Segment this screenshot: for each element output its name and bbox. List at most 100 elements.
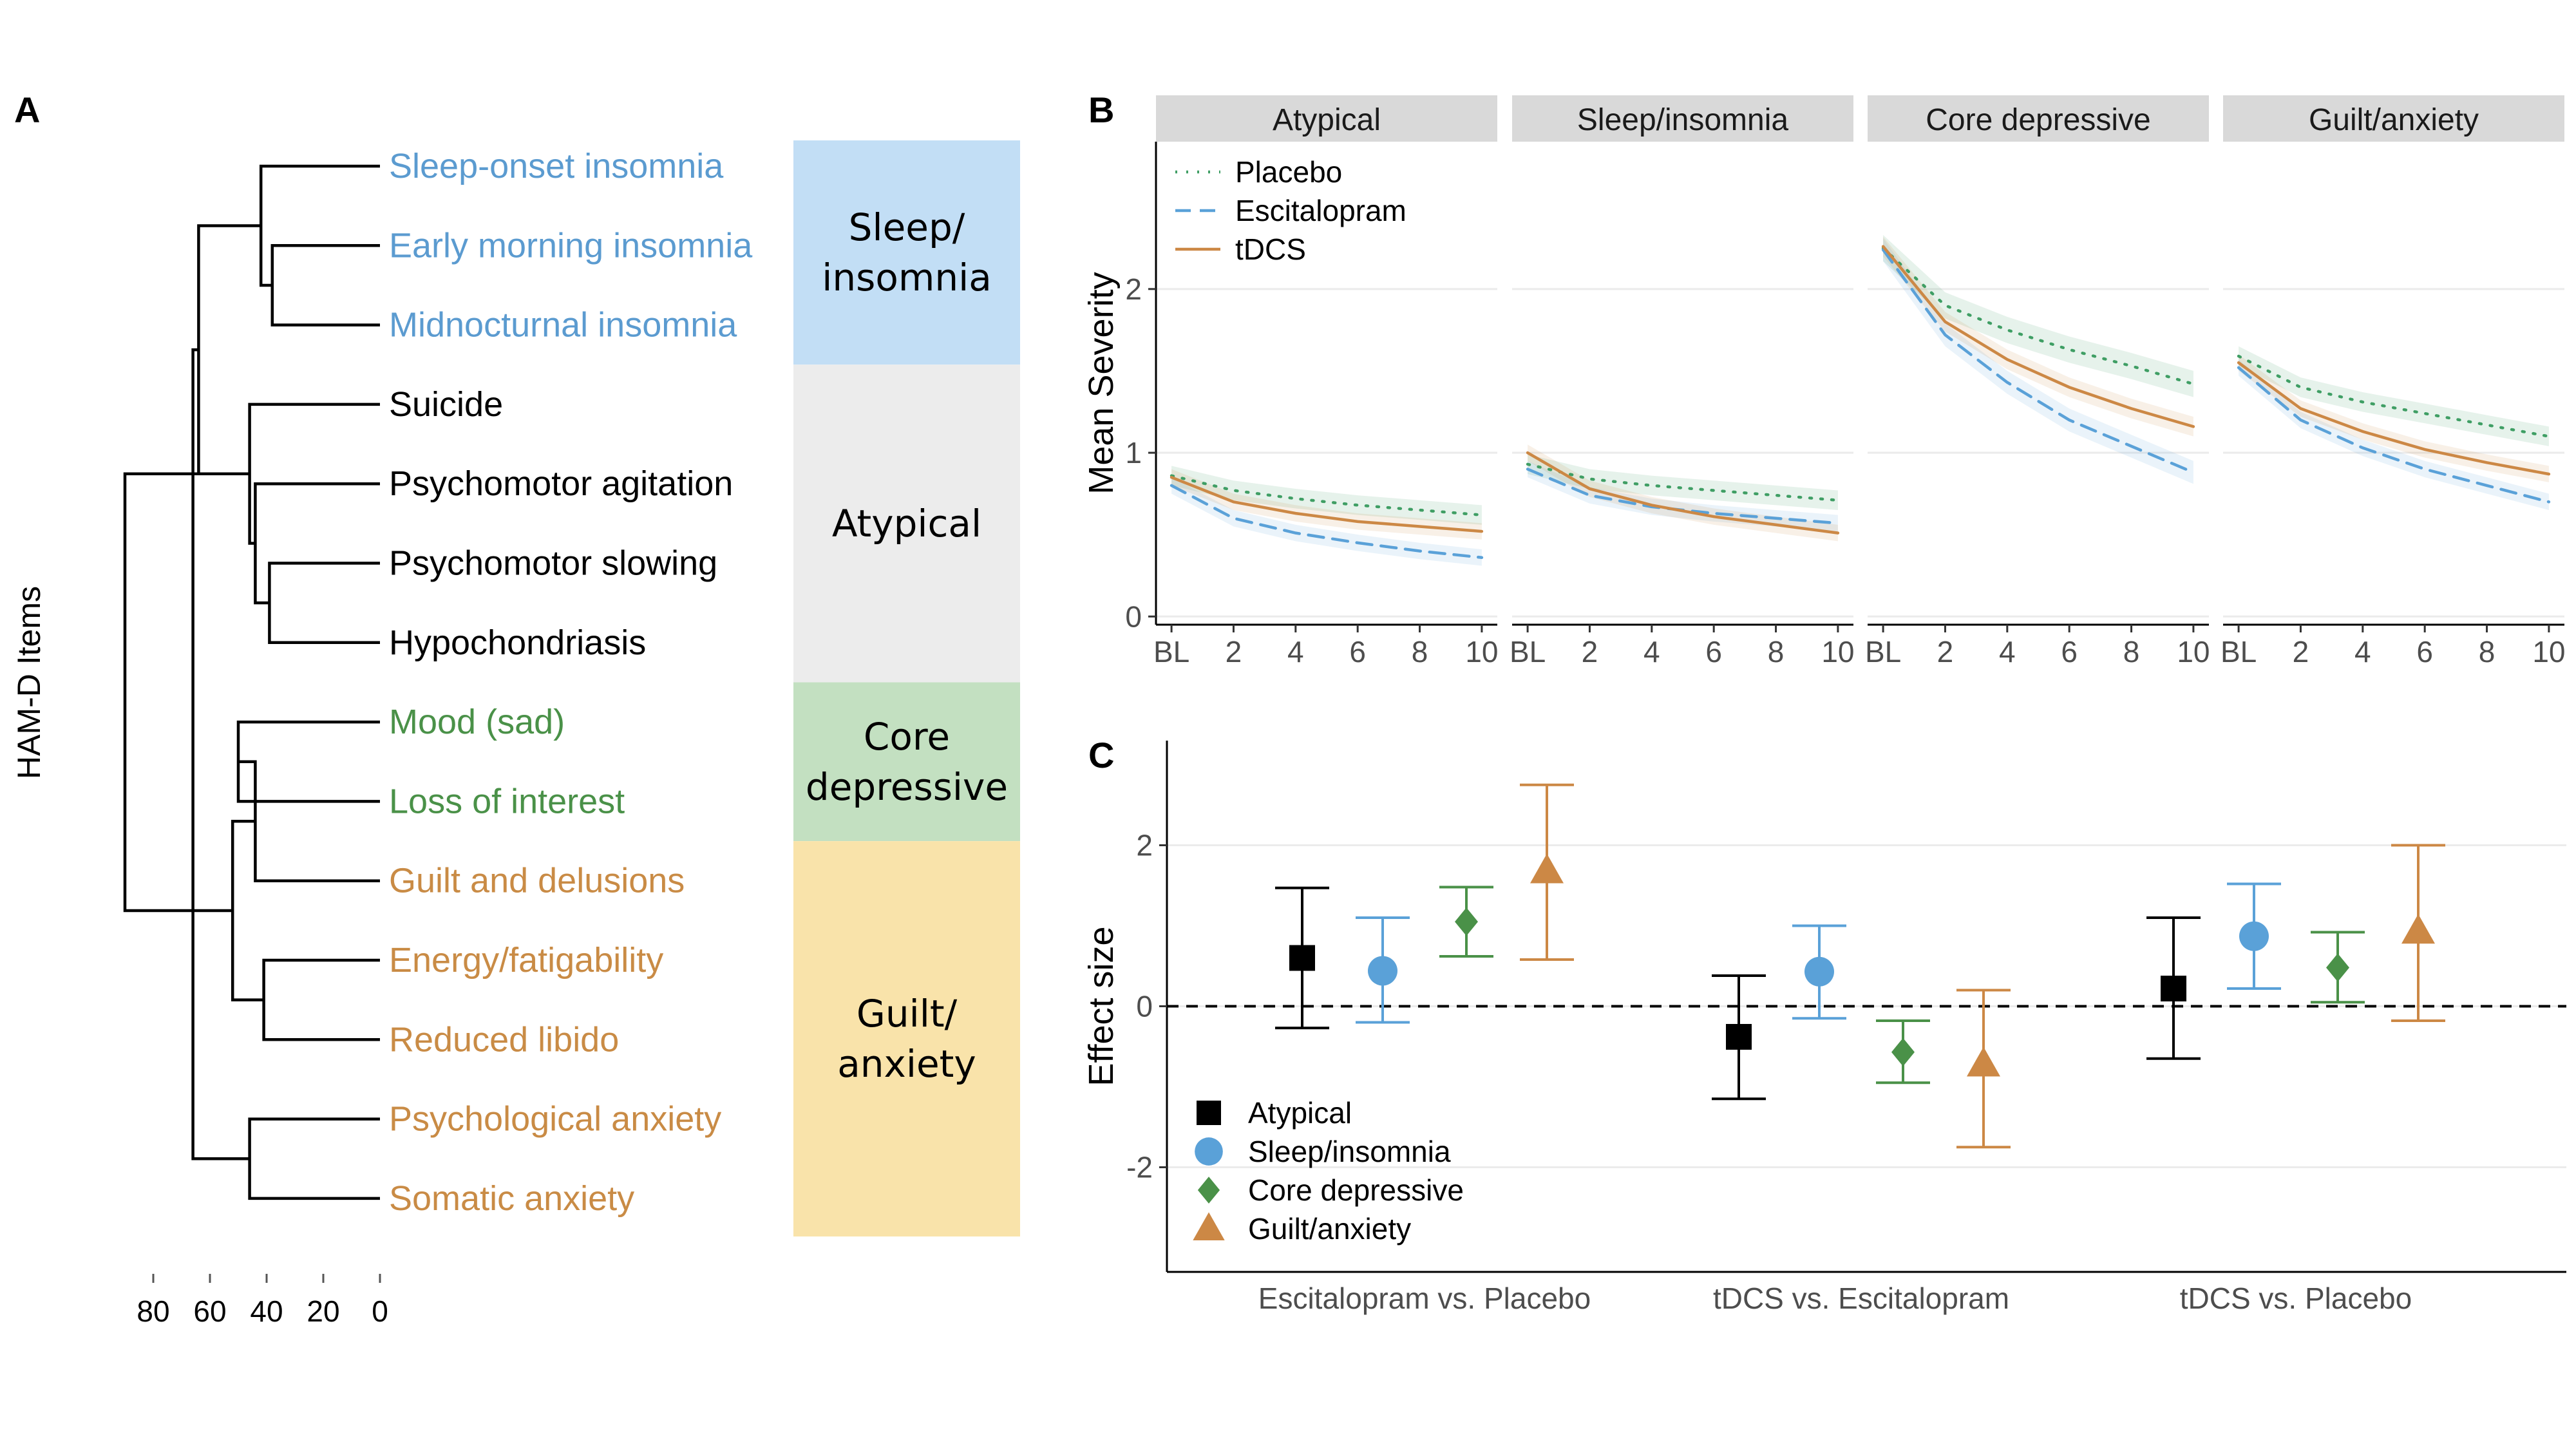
dendrogram-tick-label-40: 40 [250,1294,283,1328]
panel-b-y-tick-label-2: 2 [1125,272,1142,306]
facet-title-atypical: Atypical [1273,103,1381,137]
panel-c-effect-sizes: C Effect size -2 0 2 Escitalopram vs. Placebo… [1082,735,2566,1315]
dendrogram-tick-label-20: 20 [307,1294,339,1328]
facet-x-tick-label-core-depressive-6: 6 [2061,635,2078,668]
legend-b-label-placebo: Placebo [1235,155,1342,189]
panel-label-b: B [1088,90,1114,130]
panel-c-x-tick-label-tdcs-vs-placebo: tDCS vs. Placebo [2180,1282,2412,1315]
facet-band-guilt-anxiety-escitalopram [2239,359,2549,511]
panel-c-x-tick-label-tdcs-vs-escitalopram: tDCS vs. Escitalopram [1713,1282,2009,1315]
facet-line-sleep-insomnia-tdcs [1526,451,1840,535]
dendrogram-tick-label-80: 80 [137,1294,169,1328]
facet-x-tick-label-atypical-6: 6 [1349,635,1366,668]
leaf-label-psychological-anxiety: Psychological anxiety [389,1100,721,1139]
point-core-depressive-tdcs-vs-escitalopram [1891,1037,1915,1066]
point-sleep-insomnia-tdcs-vs-escitalopram [1804,956,1834,987]
panel-b-y-tick-label-0: 0 [1125,600,1142,633]
facet-strip-atypical [1156,95,1497,142]
facet-x-tick-label-atypical-10: 10 [1465,635,1498,668]
cluster-band-sleep-insomnia [793,140,1020,365]
facet-x-tick-label-sleep-insomnia-8: 8 [1768,635,1785,668]
leaf-label-loss-of-interest: Loss of interest [389,782,625,820]
leaf-label-sleep-onset-insomnia: Sleep-onset insomnia [389,147,724,185]
point-atypical-escitalopram-vs-placebo [1289,945,1315,971]
point-guilt-anxiety-tdcs-vs-placebo [2401,914,2435,944]
facet-x-tick-label-sleep-insomnia-6: 6 [1705,635,1722,668]
leaf-label-hypochondriasis: Hypochondriasis [389,623,646,662]
facet-x-tick-label-core-depressive-10: 10 [2177,635,2210,668]
facet-line-guilt-anxiety-escitalopram [2237,366,2551,504]
facet-x-tick-label-guilt-anxiety-8: 8 [2479,635,2496,668]
facet-x-tick-label-sleep-insomnia-2: 2 [1582,635,1598,668]
facet-line-guilt-anxiety-placebo [2237,354,2551,438]
cluster-label-atypical-line-0: Atypical [832,502,981,545]
facet-strip-guilt-anxiety [2223,95,2564,142]
facet-x-tick-label-guilt-anxiety-2: 2 [2293,635,2309,668]
legend-c-label-guilt-anxiety: Guilt/anxiety [1248,1212,1411,1245]
facet-band-sleep-insomnia-tdcs [1528,444,1838,542]
facet-x-tick-label-core-depressive-bl: BL [1865,635,1901,668]
cluster-band-core-depressive [793,682,1020,841]
cluster-label-core-depressive-line-1: depressive [806,765,1008,809]
panel-c-x-tick-label-escitalopram-vs-placebo: Escitalopram vs. Placebo [1258,1282,1591,1315]
leaf-label-energy-fatigability: Energy/fatigability [389,941,663,980]
cluster-label-guilt-anxiety-line-0: Guilt/ [857,992,958,1036]
panel-label-c: C [1088,735,1114,775]
panel-a-dendrogram: A HAM-D Items Sleep/insomnia Atypical Core de… [11,90,1020,1328]
facet-x-tick-label-sleep-insomnia-10: 10 [1821,635,1854,668]
leaf-label-psychomotor-slowing: Psychomotor slowing [389,544,717,583]
facet-band-atypical-escitalopram [1171,477,1482,566]
legend-c-key-core-depressive [1197,1177,1220,1204]
facet-strip-core-depressive [1868,95,2209,142]
point-core-depressive-escitalopram-vs-placebo [1455,907,1478,936]
panel-c-y-tick-label-0: 0 [1136,990,1153,1023]
panel-b-y-tick-label-1: 1 [1125,436,1142,469]
leaf-label-psychomotor-agitation: Psychomotor agitation [389,464,733,503]
leaf-label-suicide: Suicide [389,385,503,424]
legend-c-label-core-depressive: Core depressive [1248,1173,1464,1207]
leaf-label-somatic-anxiety: Somatic anxiety [389,1179,634,1218]
facet-band-atypical-tdcs [1171,469,1482,540]
facet-title-sleep-insomnia: Sleep/insomnia [1577,103,1789,137]
facet-x-tick-label-guilt-anxiety-4: 4 [2354,635,2371,668]
facet-x-tick-label-atypical-bl: BL [1153,635,1189,668]
facet-x-tick-label-atypical-4: 4 [1287,635,1304,668]
legend-c-key-atypical [1197,1101,1221,1125]
facet-x-tick-label-guilt-anxiety-bl: BL [2221,635,2257,668]
leaf-label-midnocturnal-insomnia: Midnocturnal insomnia [389,306,737,345]
facet-line-core-depressive-escitalopram [1881,248,2195,474]
panel-b-y-axis-label: Mean Severity [1082,272,1121,494]
point-atypical-tdcs-vs-placebo [2161,976,2186,1001]
point-guilt-anxiety-escitalopram-vs-placebo [1530,853,1564,884]
dendrogram-tick-label-60: 60 [193,1294,226,1328]
legend-c-key-guilt-anxiety [1193,1212,1225,1241]
panel-c-y-axis-label: Effect size [1082,926,1121,1086]
facet-line-core-depressive-tdcs [1881,245,2195,428]
facet-x-tick-label-core-depressive-4: 4 [1999,635,2016,668]
point-guilt-anxiety-tdcs-vs-escitalopram [1967,1046,2000,1077]
facet-band-sleep-insomnia-escitalopram [1528,460,1838,532]
dendrogram-link-12 [123,472,250,913]
legend-c-label-atypical: Atypical [1248,1096,1352,1130]
facet-x-tick-label-sleep-insomnia-4: 4 [1643,635,1660,668]
facet-x-tick-label-core-depressive-2: 2 [1937,635,1954,668]
panel-label-a: A [14,90,40,130]
legend-c-label-sleep-insomnia: Sleep/insomnia [1248,1135,1451,1168]
panel-c-y-tick-label-2: 2 [1136,829,1153,862]
point-sleep-insomnia-tdcs-vs-placebo [2239,921,2269,951]
facet-band-sleep-insomnia-placebo [1528,454,1838,511]
facet-x-tick-label-core-depressive-8: 8 [2123,635,2140,668]
cluster-band-guilt-anxiety [793,841,1020,1236]
facet-x-tick-label-guilt-anxiety-10: 10 [2532,635,2565,668]
cluster-label-sleep-insomnia-line-0: Sleep/ [849,205,965,249]
facet-title-core-depressive: Core depressive [1926,103,2151,137]
legend-b-label-escitalopram: Escitalopram [1235,194,1406,227]
facet-band-atypical-placebo [1171,466,1482,525]
leaf-label-mood-sad: Mood (sad) [389,703,565,741]
facet-title-guilt-anxiety: Guilt/anxiety [2309,103,2479,137]
facet-x-tick-label-sleep-insomnia-bl: BL [1510,635,1546,668]
legend-c-key-sleep-insomnia [1195,1137,1223,1166]
cluster-label-core-depressive-line-0: Core [864,715,950,759]
panel-c-y-tick-label--2: -2 [1126,1151,1153,1184]
